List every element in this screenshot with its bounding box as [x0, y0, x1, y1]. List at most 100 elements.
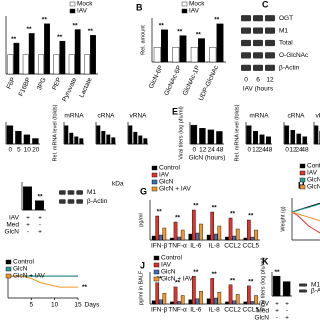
condition-mark: +	[26, 222, 30, 229]
significance: **	[157, 209, 163, 216]
x-axis-label: Days	[85, 302, 101, 309]
legend-label: GlcN	[161, 269, 176, 276]
blot-band	[299, 283, 307, 287]
bar	[225, 236, 229, 241]
bar	[199, 128, 206, 145]
chart-title: mRNA	[64, 113, 84, 120]
bar	[246, 125, 252, 145]
significance: **	[212, 271, 218, 278]
bar	[28, 33, 35, 75]
bar	[199, 223, 203, 241]
legend-swatch	[151, 172, 158, 178]
significance: **	[72, 22, 78, 29]
bar	[143, 138, 148, 145]
bar	[247, 219, 251, 241]
x-tick-label: 24	[295, 147, 303, 154]
lane-label: 12	[266, 77, 274, 84]
legend-label: GlcN	[13, 266, 28, 273]
legend-swatch	[153, 262, 160, 268]
blot-band	[253, 39, 263, 47]
condition-mark: +	[275, 308, 279, 315]
blot-band	[253, 27, 263, 34]
bar	[158, 234, 163, 241]
x-tick-label: Lactate	[78, 76, 94, 99]
bar	[314, 125, 319, 145]
significance: **	[177, 28, 183, 35]
significance: **	[212, 205, 218, 212]
bar	[111, 137, 116, 145]
bar	[7, 54, 14, 75]
legend-label: GlcN + IAV	[307, 184, 320, 191]
bar	[133, 131, 138, 145]
blot-band	[265, 64, 275, 71]
bar	[206, 234, 211, 241]
bar	[206, 298, 211, 305]
blot-band	[59, 190, 66, 195]
bar	[195, 232, 200, 241]
chart-title: mRNA	[249, 113, 269, 120]
series-line	[291, 211, 320, 222]
bar	[44, 23, 50, 75]
bar	[228, 284, 233, 305]
legend-swatch	[69, 8, 76, 14]
bar	[59, 40, 66, 75]
x-tick-label: GlcN-6P	[148, 65, 165, 90]
unit-label: kDa	[112, 181, 124, 188]
bar	[290, 130, 296, 145]
x-tick-label: 48	[301, 147, 309, 154]
legend-label: Control	[307, 163, 320, 170]
blot-band	[265, 52, 275, 59]
bar	[53, 54, 60, 75]
legend-label: Mock	[189, 1, 205, 8]
bar	[216, 131, 223, 145]
bar	[32, 138, 39, 145]
chart-title: cRNA	[98, 113, 116, 120]
condition-label: IAV	[259, 301, 270, 308]
x-tick-label: UDP-GlcNAc	[198, 64, 221, 102]
legend-swatch	[299, 184, 306, 190]
bar	[162, 227, 167, 241]
significance: **	[157, 275, 163, 282]
bar	[138, 135, 143, 145]
y-axis-label: Viral titers (log pfu/ml)	[178, 106, 184, 160]
bar	[232, 300, 236, 305]
significance: **	[193, 203, 199, 210]
y-axis-label: Rel. mRNA level (folds)	[234, 104, 240, 161]
significance: **	[37, 193, 43, 200]
legend-swatch	[153, 255, 160, 261]
blot-band	[67, 190, 75, 195]
x-tick-label: 10	[24, 147, 32, 154]
x-tick-label: IL-8	[209, 243, 221, 250]
condition-label: Med	[256, 308, 269, 315]
bar	[266, 136, 271, 145]
blot-band	[67, 199, 75, 204]
bar	[23, 186, 32, 211]
blot-band	[265, 39, 275, 47]
legend-label: IAV	[77, 8, 88, 15]
condition-mark: -	[27, 229, 29, 236]
significance: **	[11, 36, 17, 43]
bar	[243, 301, 248, 305]
bar	[199, 291, 203, 305]
blot-row-label: OGT	[279, 15, 293, 22]
x-tick-label: TNF-α	[168, 243, 187, 250]
bar	[162, 293, 167, 305]
bar	[195, 298, 200, 305]
condition-mark: +	[38, 215, 42, 222]
x-tick-label: 0	[192, 147, 196, 154]
significance: **	[230, 211, 236, 218]
legend-swatch	[299, 177, 306, 183]
bar	[259, 134, 265, 145]
x-tick-label: 15	[74, 302, 82, 309]
x-tick-label: PEP	[51, 77, 63, 92]
x-tick-label: 0	[285, 147, 289, 154]
bar	[177, 236, 181, 241]
blot-row-label: M1	[87, 189, 96, 196]
significance: **	[193, 269, 199, 276]
significance: **	[214, 17, 220, 24]
legend-label: IAV	[307, 170, 318, 177]
legend-label: IAV	[159, 172, 170, 179]
x-tick-label: 0	[8, 147, 12, 154]
bar	[198, 38, 205, 63]
